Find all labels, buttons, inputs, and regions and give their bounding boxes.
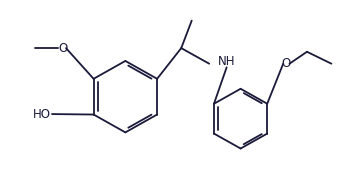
Text: HO: HO <box>32 108 51 121</box>
Text: O: O <box>281 57 291 70</box>
Text: NH: NH <box>218 55 235 68</box>
Text: O: O <box>58 42 67 55</box>
